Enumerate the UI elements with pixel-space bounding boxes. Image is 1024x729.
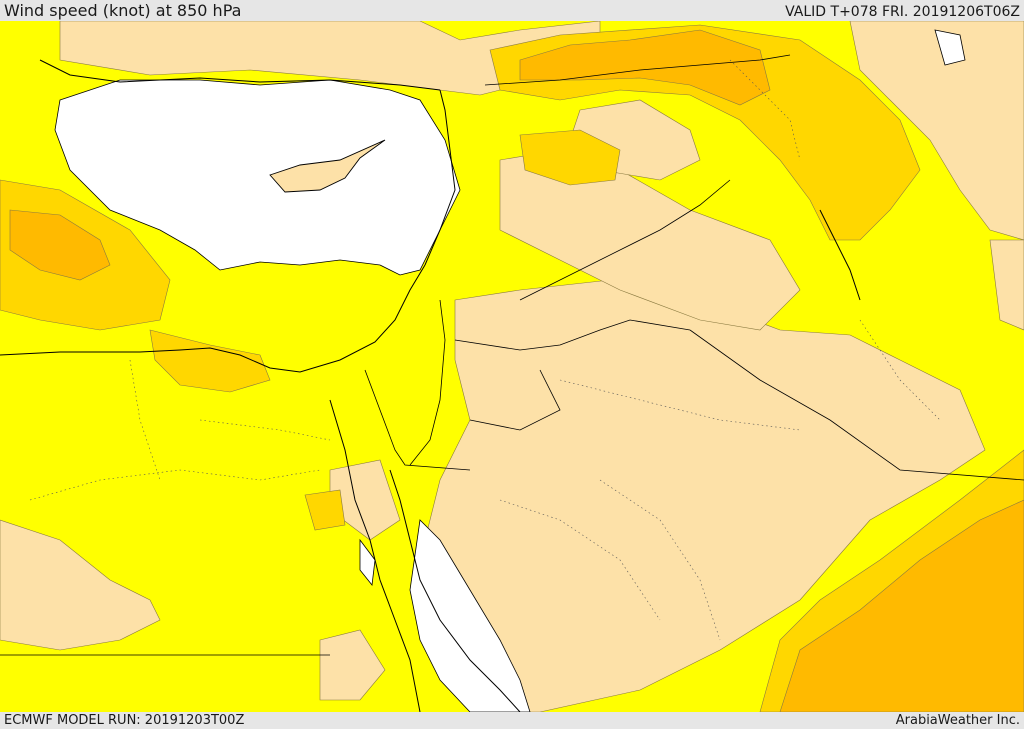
valid-time: VALID T+078 FRI. 20191206T06Z [785,4,1020,20]
strong-west-sea [9,209,111,281]
calm-sudan [319,629,386,701]
coast-red-sea-west [329,399,421,712]
sea-regions [54,29,966,712]
wind-speed-map [0,21,1024,712]
mediterranean-white [54,79,461,276]
moderate-red-sea [304,489,346,531]
calm-egypt-south [0,519,161,651]
border-sinai [364,369,471,471]
strong-north [519,29,771,106]
moderate-syria [519,129,621,186]
footer-bar: ECMWF MODEL RUN: 20191203T00Z ArabiaWeat… [0,712,1024,729]
border-jordan-saudi [454,319,691,351]
red-sea-white [409,519,531,712]
strong-regions [9,29,1024,712]
header-bar: Wind speed (knot) at 850 hPa VALID T+078… [0,0,1024,21]
calm-iran-east [989,239,1024,331]
coast-levant [424,89,456,266]
strong-southeast [779,499,1024,712]
calm-iran-north [849,21,1024,241]
brand-label: ArabiaWeather Inc. [895,713,1020,728]
cyprus-island [269,139,386,193]
coast-red-sea [389,469,521,712]
border-iraq-north [484,54,791,86]
coastlines [0,59,861,712]
country-borders [0,54,1024,656]
model-run-label: ECMWF MODEL RUN: 20191203T00Z [4,713,245,728]
coast-north-africa [0,264,426,373]
border-syria-iraq [519,179,731,301]
province-lines [29,59,941,641]
border-jordan-west [409,299,446,466]
map-title: Wind speed (knot) at 850 hPa [4,1,242,20]
moderate-nile-delta [149,329,271,393]
coast-anatolia [39,59,441,91]
border-iraq-saudi [689,329,1024,481]
gulf-of-suez [359,538,376,586]
caspian-corner [934,29,966,66]
calm-regions [0,21,1024,712]
border-syria-jordan [469,369,561,431]
coast-gulf [819,209,861,301]
